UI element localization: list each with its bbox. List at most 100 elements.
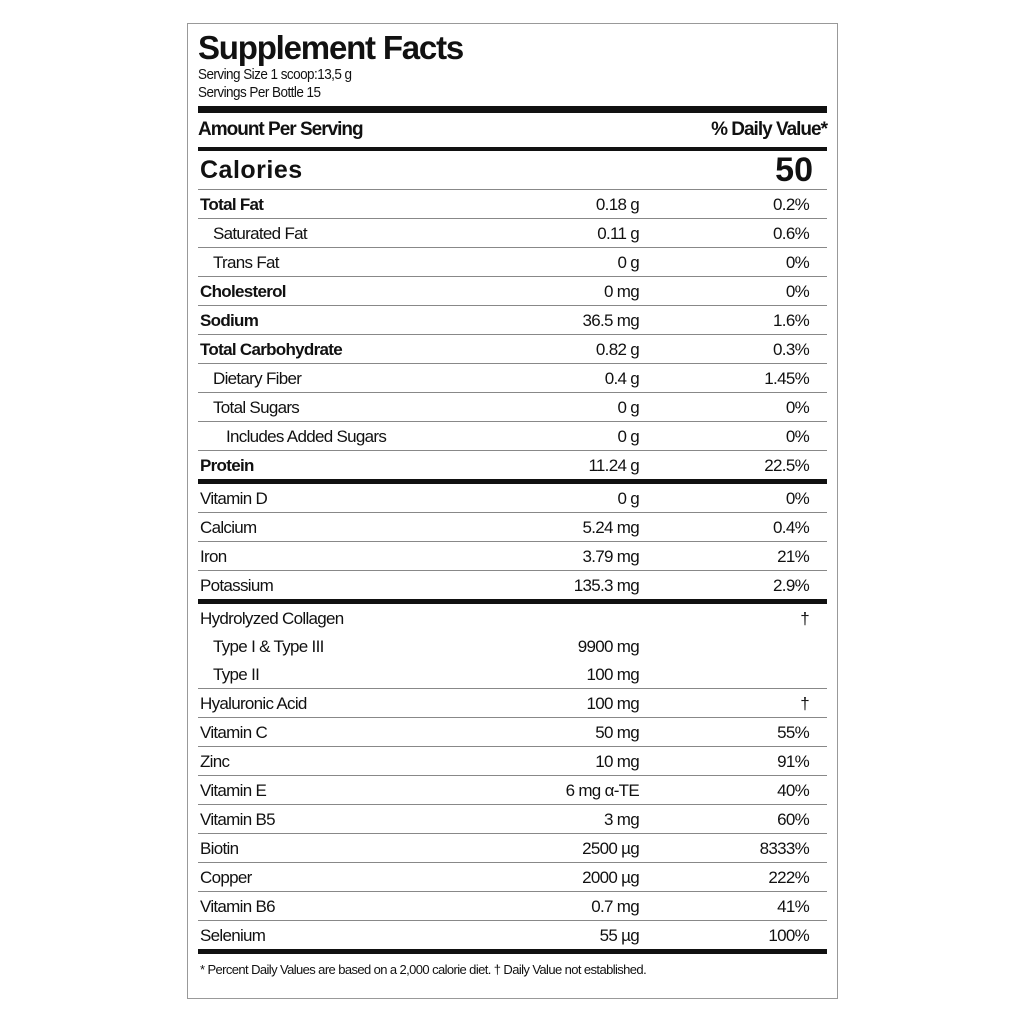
nutrient-row: Iron 3.79 mg 21% [198,542,827,571]
nutrient-amount: 0.11 g [597,224,640,243]
nutrient-row: Sodium 36.5 mg 1.6% [198,306,827,335]
nutrient-name: Includes Added Sugars [226,427,387,446]
nutrient-dv: 222% [768,868,809,887]
nutrient-amount: 6 mg α-TE [565,781,640,800]
nutrient-dv: † [800,694,809,713]
servings-per-container: Servings Per Bottle 15 [198,84,321,101]
nutrient-dv: 0.2% [773,195,810,214]
nutrient-row: Includes Added Sugars 0 g 0% [198,422,827,451]
nutrient-row: Potassium 135.3 mg 2.9% [198,571,827,604]
nutrient-amount: 55 µg [599,926,640,945]
nutrient-row: Vitamin D 0 g 0% [198,484,827,513]
nutrient-amount: 135.3 mg [573,576,640,595]
nutrient-dv: 2.9% [773,576,810,595]
nutrient-name: Protein [200,456,254,475]
calories-row: Calories 50 [198,151,827,190]
nutrient-dv: 55% [777,723,810,742]
nutrient-amount: 100 mg [586,665,639,684]
nutrient-amount: 11.24 g [588,456,639,475]
nutrient-amount: 10 mg [595,752,639,771]
nutrient-name: Vitamin C [200,723,268,742]
nutrient-dv: 8333% [759,839,810,858]
calories-label: Calories [200,155,303,184]
nutrient-row: Cholesterol 0 mg 0% [198,277,827,306]
supplement-facts-panel: Supplement Facts Serving Size 1 scoop:13… [187,23,838,999]
nutrient-name: Vitamin B5 [200,810,276,829]
nutrient-row: Hyaluronic Acid 100 mg † [198,689,827,718]
nutrient-dv: 0.4% [773,518,810,537]
nutrient-name: Type II [213,665,260,684]
nutrient-row: Copper 2000 µg 222% [198,863,827,892]
nutrient-dv: 91% [777,752,810,771]
nutrient-name: Total Carbohydrate [200,340,343,359]
nutrient-row: Total Carbohydrate 0.82 g 0.3% [198,335,827,364]
nutrient-name: Type I & Type III [213,637,324,656]
nutrient-amount: 3.79 mg [582,547,639,566]
nutrient-dv: 100% [768,926,809,945]
nutrient-amount: 0.18 g [595,195,640,214]
nutrient-amount: 3 mg [604,810,640,829]
nutrient-name: Hydrolyzed Collagen [200,609,344,628]
nutrient-name: Biotin [200,839,239,858]
nutrient-dv: 0.6% [773,224,810,243]
nutrient-amount: 0.82 g [595,340,640,359]
nutrient-dv: 0% [785,489,810,508]
nutrient-amount: 36.5 mg [582,311,639,330]
nutrient-row: Total Fat 0.18 g 0.2% [198,190,827,219]
nutrient-amount: 0 g [617,427,639,446]
nutrient-row: Vitamin C 50 mg 55% [198,718,827,747]
nutrient-amount: 0 g [617,489,639,508]
nutrient-row: Vitamin B5 3 mg 60% [198,805,827,834]
nutrient-row: Total Sugars 0 g 0% [198,393,827,422]
nutrient-name: Iron [200,547,227,566]
nutrient-name: Saturated Fat [213,224,308,243]
nutrient-name: Total Sugars [213,398,300,417]
nutrient-amount: 2000 µg [582,868,640,887]
nutrient-dv: 21% [777,547,810,566]
nutrient-name: Zinc [200,752,230,771]
nutrient-dv: 60% [777,810,810,829]
nutrient-dv: 1.6% [773,311,810,330]
nutrient-name: Potassium [200,576,274,595]
nutrient-name: Total Fat [200,195,264,214]
nutrient-dv: 40% [777,781,810,800]
divider-medium [198,147,827,151]
nutrient-row: Selenium 55 µg 100% [198,921,827,954]
nutrient-row: Vitamin E 6 mg α-TE 40% [198,776,827,805]
nutrient-dv: 0.3% [773,340,810,359]
nutrient-dv: 22.5% [764,456,809,475]
nutrient-name: Selenium [200,926,266,945]
nutrient-table: Total Fat 0.18 g 0.2% Saturated Fat 0.11 g 0.… [198,190,827,954]
nutrient-row: Zinc 10 mg 91% [198,747,827,776]
nutrient-amount: 2500 µg [582,839,640,858]
dv-header: % Daily Value* [711,119,828,140]
nutrient-name: Calcium [200,518,257,537]
nutrient-row: Saturated Fat 0.11 g 0.6% [198,219,827,248]
nutrient-amount: 100 mg [586,694,639,713]
nutrient-row: Calcium 5.24 mg 0.4% [198,513,827,542]
nutrient-dv: 1.45% [764,369,809,388]
nutrient-row: Vitamin B6 0.7 mg 41% [198,892,827,921]
column-header: Amount Per Serving % Daily Value* [198,113,828,147]
divider-thick [198,106,827,113]
nutrient-row: Dietary Fiber 0.4 g 1.45% [198,364,827,393]
calories-value: 50 [775,150,813,189]
nutrient-row: Protein 11.24 g 22.5% [198,451,827,484]
nutrient-dv: 0% [785,253,810,272]
nutrient-row: Hydrolyzed Collagen † [198,604,827,632]
nutrient-name: Cholesterol [200,282,287,301]
nutrient-row: Trans Fat 0 g 0% [198,248,827,277]
nutrient-amount: 50 mg [595,723,639,742]
nutrient-name: Vitamin B6 [200,897,276,916]
nutrient-dv: 0% [785,398,810,417]
serving-size: Serving Size 1 scoop:13,5 g [198,66,352,83]
amount-header: Amount Per Serving [198,119,364,140]
nutrient-row: Type II 100 mg [198,660,827,689]
nutrient-name: Sodium [200,311,259,330]
nutrient-amount: 5.24 mg [582,518,639,537]
nutrient-name: Vitamin E [200,781,267,800]
nutrient-amount: 0 g [617,253,639,272]
nutrient-amount: 0 g [617,398,639,417]
nutrient-name: Dietary Fiber [213,369,302,388]
nutrient-row: Type I & Type III 9900 mg [198,632,827,660]
